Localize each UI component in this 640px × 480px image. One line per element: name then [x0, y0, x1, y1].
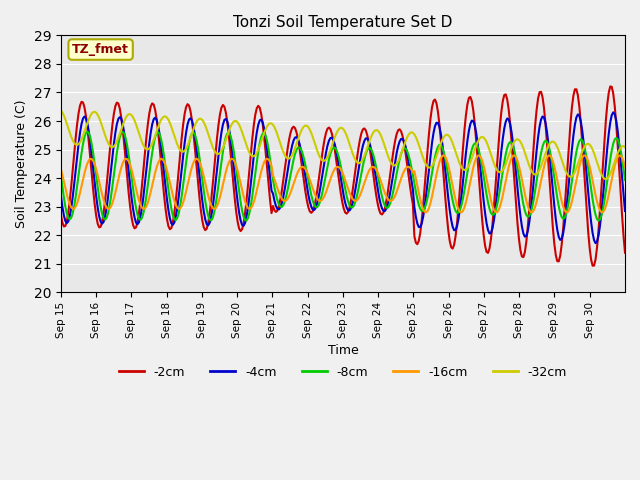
- -16cm: [621, 164, 629, 170]
- -4cm: [57, 192, 65, 198]
- Line: -2cm: -2cm: [61, 86, 625, 266]
- -32cm: [459, 167, 467, 172]
- -4cm: [621, 208, 629, 214]
- -2cm: [543, 140, 551, 145]
- -32cm: [602, 176, 610, 182]
- -8cm: [57, 172, 65, 178]
- Line: -4cm: -4cm: [61, 112, 625, 243]
- -4cm: [620, 192, 627, 197]
- -2cm: [620, 233, 627, 239]
- -2cm: [459, 145, 467, 151]
- -16cm: [94, 172, 102, 178]
- Line: -8cm: -8cm: [61, 132, 625, 221]
- -4cm: [592, 240, 600, 246]
- -32cm: [94, 112, 102, 118]
- -8cm: [621, 177, 629, 183]
- -4cm: [609, 109, 617, 115]
- -32cm: [57, 108, 65, 113]
- Y-axis label: Soil Temperature (C): Soil Temperature (C): [15, 100, 28, 228]
- -4cm: [459, 179, 467, 184]
- Line: -32cm: -32cm: [61, 110, 625, 179]
- -8cm: [461, 187, 468, 193]
- -8cm: [620, 166, 627, 172]
- -2cm: [607, 84, 614, 89]
- Line: -16cm: -16cm: [61, 156, 625, 212]
- -16cm: [462, 199, 470, 205]
- -4cm: [543, 129, 551, 134]
- -8cm: [349, 204, 356, 210]
- -2cm: [348, 197, 355, 203]
- -32cm: [618, 144, 626, 149]
- X-axis label: Time: Time: [328, 344, 358, 357]
- -2cm: [621, 250, 629, 255]
- -16cm: [440, 153, 448, 158]
- -16cm: [348, 193, 355, 199]
- -4cm: [348, 205, 355, 211]
- -8cm: [76, 161, 84, 167]
- -16cm: [76, 190, 84, 195]
- -8cm: [95, 195, 103, 201]
- -4cm: [94, 205, 102, 211]
- -2cm: [76, 103, 84, 108]
- -16cm: [546, 153, 554, 158]
- -32cm: [348, 146, 355, 152]
- -16cm: [620, 159, 627, 165]
- Text: TZ_fmet: TZ_fmet: [72, 43, 129, 56]
- Legend: -2cm, -4cm, -8cm, -16cm, -32cm: -2cm, -4cm, -8cm, -16cm, -32cm: [114, 361, 572, 384]
- -32cm: [76, 139, 84, 145]
- -8cm: [595, 218, 602, 224]
- -2cm: [94, 221, 102, 227]
- Title: Tonzi Soil Temperature Set D: Tonzi Soil Temperature Set D: [233, 15, 452, 30]
- -32cm: [543, 146, 551, 152]
- -2cm: [589, 263, 596, 269]
- -32cm: [621, 144, 629, 150]
- -2cm: [57, 212, 65, 217]
- -16cm: [422, 209, 430, 215]
- -8cm: [545, 142, 552, 148]
- -4cm: [76, 130, 84, 135]
- -16cm: [57, 166, 65, 172]
- -8cm: [84, 129, 92, 134]
